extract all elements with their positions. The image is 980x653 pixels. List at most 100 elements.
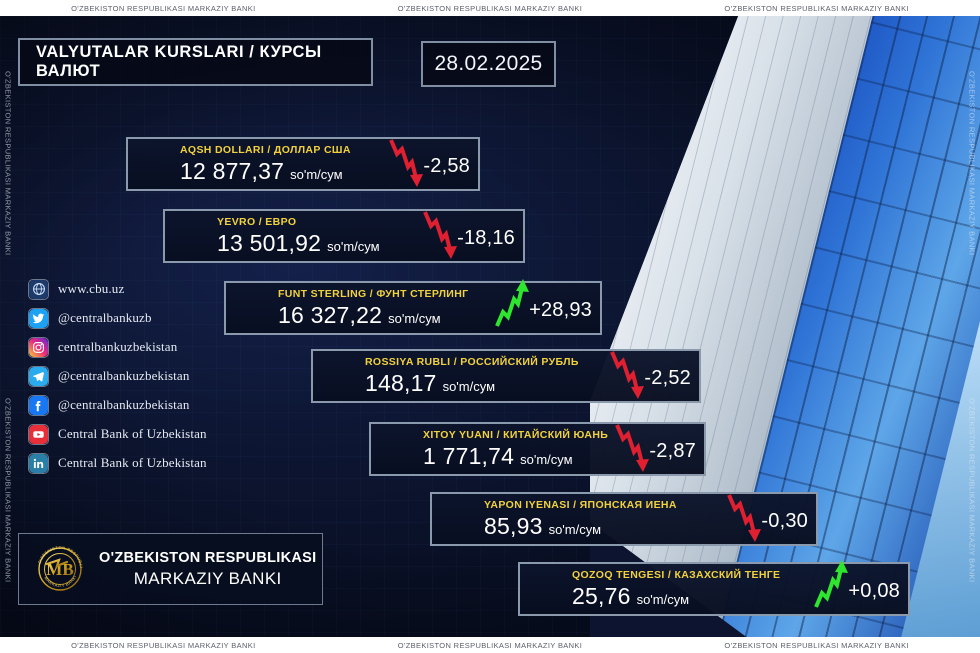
currency-rate-unit: so'm/сум: [290, 167, 343, 182]
date-value: 28.02.2025: [434, 52, 543, 75]
currency-value-line: 85,93 so'm/сум: [484, 513, 677, 539]
rate-row: ₽ ROSSIYA RUBLI / РОССИЙСКИЙ РУБЛЬ 148,17 s…: [311, 349, 701, 403]
rate-change-block: -18,16: [421, 211, 515, 265]
instagram-icon[interactable]: [28, 336, 49, 358]
social-link-item[interactable]: @centralbankuzbekistan: [28, 362, 207, 390]
bank-seal-icon: O'ZBEKISTON RESPUBLIKASI MARKAZIY BANKI …: [33, 542, 87, 596]
social-links-list: www.cbu.uz @centralbankuzb centralbankuzbe…: [28, 275, 207, 478]
page-title: VALYUTALAR KURSLARI / КУРСЫ ВАЛЮТ: [36, 43, 322, 80]
rate-row: ₸ QOZOQ TENGESI / КАЗАХСКИЙ ТЕНГЕ 25,76 so'…: [518, 560, 910, 618]
currency-value-line: 13 501,92 so'm/сум: [217, 230, 380, 256]
rate-change-block: +28,93: [493, 279, 592, 337]
rate-row: $ AQSH DOLLARI / ДОЛЛАР США 12 877,37 so'm/…: [126, 137, 480, 191]
trend-down-arrow-icon: [608, 349, 645, 399]
svg-text:¥: ¥: [453, 507, 466, 532]
facebook-icon[interactable]: [28, 394, 49, 416]
social-link-label[interactable]: @centralbankuzbekistan: [58, 397, 190, 412]
svg-text:£: £: [247, 296, 260, 321]
rate-row: ¥ YAPON IYENASI / ЯПОНСКАЯ ИЕНА 85,93 so'm/…: [430, 492, 818, 546]
gbp-coin-icon: £: [234, 289, 272, 327]
rate-text-block: FUNT STERLING / ФУНТ СТЕРЛИНГ 16 327,22 so…: [278, 288, 468, 328]
currency-name: YAPON IYENASI / ЯПОНСКАЯ ИЕНА: [484, 499, 677, 511]
currency-rate-value: 25,76: [572, 583, 631, 609]
bank-logo-text: O'ZBEKISTON RESPUBLIKASI MARKAZIY BANKI: [99, 549, 316, 590]
trend-down-arrow-icon: [387, 137, 424, 187]
watermark-text: O'ZBEKISTON RESPUBLIKASI MARKAZIY BANKI: [724, 640, 909, 650]
currency-rate-value: 16 327,22: [278, 302, 383, 328]
currency-value-line: 148,17 so'm/сум: [365, 370, 579, 396]
telegram-icon[interactable]: [28, 365, 49, 387]
watermark-strip-bottom: O'ZBEKISTON RESPUBLIKASI MARKAZIY BANKI …: [0, 637, 980, 653]
currency-name: ROSSIYA RUBLI / РОССИЙСКИЙ РУБЛЬ: [365, 356, 579, 368]
currency-name: FUNT STERLING / ФУНТ СТЕРЛИНГ: [278, 288, 469, 300]
social-link-label[interactable]: Central Bank of Uzbekistan: [58, 455, 207, 470]
trend-up-arrow-icon: [493, 279, 530, 329]
rate-text-block: YAPON IYENASI / ЯПОНСКАЯ ИЕНА 85,93 so'm/с…: [484, 499, 677, 539]
svg-text:₸: ₸: [539, 577, 555, 602]
social-link-item[interactable]: Central Bank of Uzbekistan: [28, 420, 207, 448]
rate-change-value: -0,30: [761, 509, 808, 532]
currency-name: AQSH DOLLARI / ДОЛЛАР США: [180, 144, 351, 156]
watermark-text: O'ZBEKISTON RESPUBLIKASI MARKAZIY BANKI: [397, 640, 583, 650]
page-title-box: VALYUTALAR KURSLARI / КУРСЫ ВАЛЮТ: [18, 38, 373, 86]
currency-rate-value: 12 877,37: [180, 158, 285, 184]
bank-name-line2: MARKAZIY BANKI: [133, 568, 282, 588]
currency-name: YEVRO / ЕВРО: [217, 216, 297, 228]
watermark-text: O'ZBEKISTON RESPUBLIKASI MARKAZIY BANKI: [71, 640, 256, 650]
currency-rate-unit: so'm/сум: [327, 239, 380, 254]
svg-text:MB: MB: [46, 560, 73, 579]
rate-change-value: -2,87: [649, 439, 696, 462]
currency-rate-unit: so'm/сум: [520, 452, 573, 467]
social-link-label[interactable]: Central Bank of Uzbekistan: [58, 426, 207, 441]
social-link-label[interactable]: @centralbankuzb: [58, 310, 152, 325]
youtube-icon[interactable]: [28, 423, 49, 445]
usd-coin-icon: $: [136, 145, 174, 183]
rate-text-block: ROSSIYA RUBLI / РОССИЙСКИЙ РУБЛЬ 148,17 so…: [365, 356, 579, 396]
trend-up-arrow-icon: [812, 560, 849, 610]
currency-name: QOZOQ TENGESI / КАЗАХСКИЙ ТЕНГЕ: [572, 569, 781, 581]
globe-icon[interactable]: [28, 278, 49, 300]
watermark-text: O'ZBEKISTON RESPUBLIKASI MARKAZIY BANKI: [724, 3, 909, 13]
rate-change-block: -2,58: [387, 139, 470, 193]
date-box: 28.02.2025: [421, 41, 556, 87]
rate-row: £ FUNT STERLING / ФУНТ СТЕРЛИНГ 16 327,22 s…: [224, 279, 602, 337]
social-link-item[interactable]: @centralbankuzbekistan: [28, 391, 207, 419]
rate-change-value: +0,08: [848, 579, 900, 602]
social-link-item[interactable]: centralbankuzbekistan: [28, 333, 207, 361]
linkedin-icon[interactable]: [28, 452, 49, 474]
eur-coin-icon: €: [173, 217, 211, 255]
svg-text:€: €: [186, 224, 198, 249]
rate-change-block: -0,30: [725, 494, 808, 548]
watermark-text: O'ZBEKISTON RESPUBLIKASI MARKAZIY BANKI: [397, 3, 583, 13]
social-link-label[interactable]: centralbankuzbekistan: [58, 339, 178, 354]
currency-name: XITOY YUANI / КИТАЙСКИЙ ЮАНЬ: [423, 429, 609, 441]
currency-rate-unit: so'm/сум: [636, 592, 690, 607]
currency-value-line: 1 771,74 so'm/сум: [423, 443, 608, 469]
rate-change-value: -2,52: [644, 366, 691, 389]
currency-rate-value: 1 771,74: [423, 443, 515, 469]
social-link-item[interactable]: @centralbankuzb: [28, 304, 207, 332]
currency-value-line: 25,76 so'm/сум: [572, 583, 780, 609]
kzt-coin-icon: ₸: [528, 570, 566, 608]
currency-rate-value: 148,17: [365, 370, 437, 396]
social-link-item[interactable]: www.cbu.uz: [28, 275, 207, 303]
rate-change-block: -2,87: [613, 424, 696, 478]
rub-coin-icon: ₽: [321, 357, 359, 395]
rate-row: 元 XITOY YUANI / КИТАЙСКИЙ ЮАНЬ 1 771,74 so'…: [369, 422, 706, 476]
currency-value-line: 12 877,37 so'm/сум: [180, 158, 351, 184]
social-link-item[interactable]: Central Bank of Uzbekistan: [28, 449, 207, 477]
currency-rate-value: 85,93: [484, 513, 543, 539]
rate-text-block: AQSH DOLLARI / ДОЛЛАР США 12 877,37 so'm/с…: [180, 144, 351, 184]
svg-text:₽: ₽: [333, 364, 347, 389]
social-link-label[interactable]: @centralbankuzbekistan: [58, 368, 190, 383]
social-link-label[interactable]: www.cbu.uz: [58, 281, 125, 296]
currency-rate-unit: so'm/сум: [442, 379, 496, 394]
rate-change-block: +0,08: [812, 560, 900, 618]
twitter-icon[interactable]: [28, 307, 49, 329]
watermark-strip-top: O'ZBEKISTON RESPUBLIKASI MARKAZIY BANKI …: [0, 0, 980, 16]
jpy-coin-icon: ¥: [440, 500, 478, 538]
bank-logo-box: O'ZBEKISTON RESPUBLIKASI MARKAZIY BANKI …: [18, 533, 323, 605]
cny-coin-icon: 元: [379, 430, 417, 468]
trend-down-arrow-icon: [421, 209, 458, 259]
